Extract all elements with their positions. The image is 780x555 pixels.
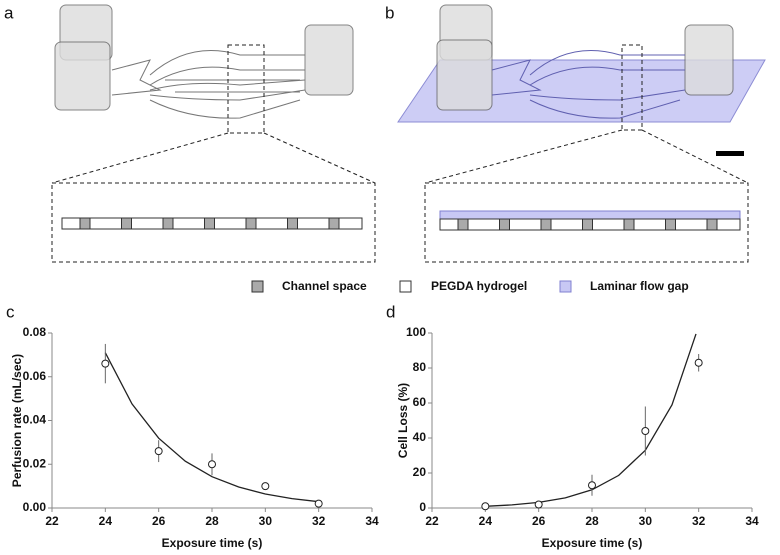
- channel: [204, 217, 215, 230]
- y-axis-label: Perfusion rate (mL/sec): [10, 354, 24, 487]
- x-tick-label: 30: [259, 514, 273, 528]
- channel: [245, 217, 257, 230]
- channel: [162, 217, 174, 230]
- legend-swatch: [251, 280, 264, 293]
- y-axis-label: Cell Loss (%): [396, 383, 410, 458]
- x-tick-label: 34: [365, 514, 379, 528]
- y-tick-label: 0.06: [23, 369, 47, 383]
- cross-sections: [61, 210, 741, 231]
- channel: [287, 217, 298, 230]
- device-b: [397, 4, 766, 156]
- fit-line: [485, 333, 697, 507]
- y-tick-label: 20: [413, 465, 427, 479]
- legend-swatch: [399, 280, 412, 293]
- x-tick-label: 26: [152, 514, 166, 528]
- channel: [328, 217, 340, 230]
- data-point: [588, 481, 596, 490]
- y-tick-label: 0.00: [23, 500, 47, 514]
- channel: [121, 217, 132, 230]
- channel: [582, 218, 593, 231]
- data-point: [314, 499, 323, 508]
- y-tick-label: 0.04: [23, 413, 47, 427]
- legend-swatch: [559, 280, 572, 293]
- channel: [665, 218, 676, 231]
- x-axis-label: Exposure time (s): [542, 536, 643, 550]
- flow-gap: [439, 210, 741, 220]
- y-tick-label: 0: [419, 500, 426, 514]
- x-tick-label: 28: [205, 514, 219, 528]
- legend-label: Channel space: [282, 279, 367, 293]
- data-point: [534, 500, 543, 509]
- y-tick-label: 40: [413, 430, 427, 444]
- x-tick-label: 22: [45, 514, 59, 528]
- data-point: [101, 359, 110, 368]
- data-point: [154, 447, 163, 456]
- x-tick-label: 34: [745, 514, 759, 528]
- device-a: [54, 4, 354, 134]
- y-tick-label: 0.02: [23, 456, 47, 470]
- channel: [457, 218, 469, 231]
- panel-label: d: [386, 302, 395, 321]
- channel: [79, 217, 91, 230]
- channel: [706, 218, 718, 231]
- panel-label: c: [6, 302, 15, 321]
- x-tick-label: 32: [312, 514, 326, 528]
- x-tick-label: 32: [692, 514, 706, 528]
- panel-label: b: [385, 3, 394, 22]
- zoom-a: [51, 129, 749, 263]
- y-tick-label: 80: [413, 360, 427, 374]
- legend: Channel space PEGDA hydrogel Laminar flo…: [251, 279, 689, 293]
- data-point: [694, 358, 703, 367]
- data-point: [261, 482, 270, 491]
- fit-line: [104, 352, 319, 503]
- channel: [623, 218, 635, 231]
- x-tick-label: 28: [585, 514, 599, 528]
- x-tick-label: 30: [639, 514, 653, 528]
- data-point: [208, 460, 216, 469]
- x-tick-label: 24: [99, 514, 113, 528]
- x-tick-label: 22: [425, 514, 439, 528]
- data-point: [641, 427, 650, 435]
- panel-label: a: [4, 3, 14, 22]
- y-tick-label: 100: [406, 325, 426, 339]
- y-tick-label: 0.08: [23, 325, 47, 339]
- legend-label: PEGDA hydrogel: [431, 279, 527, 293]
- x-tick-label: 24: [479, 514, 493, 528]
- channel: [499, 218, 510, 231]
- y-tick-label: 60: [413, 395, 427, 409]
- x-axis-label: Exposure time (s): [162, 536, 263, 550]
- data-point: [481, 502, 490, 511]
- x-tick-label: 26: [532, 514, 546, 528]
- channel: [540, 218, 552, 231]
- legend-label: Laminar flow gap: [590, 279, 689, 293]
